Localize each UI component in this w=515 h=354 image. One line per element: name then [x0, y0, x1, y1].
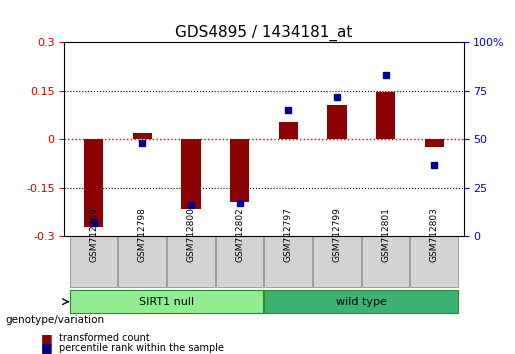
FancyBboxPatch shape: [410, 236, 458, 287]
Text: percentile rank within the sample: percentile rank within the sample: [59, 343, 224, 353]
Text: GSM712798: GSM712798: [138, 207, 147, 262]
Bar: [376, 92, 396, 139]
Text: GSM712797: GSM712797: [284, 207, 293, 262]
Bar: [84, 139, 104, 227]
Text: transformed count: transformed count: [59, 333, 150, 343]
FancyBboxPatch shape: [118, 236, 166, 287]
Text: SIRT1 null: SIRT1 null: [139, 297, 194, 307]
FancyBboxPatch shape: [70, 236, 117, 287]
Bar: [327, 105, 347, 139]
Text: GSM712803: GSM712803: [430, 207, 439, 262]
Title: GDS4895 / 1434181_at: GDS4895 / 1434181_at: [175, 25, 353, 41]
FancyBboxPatch shape: [167, 236, 215, 287]
FancyBboxPatch shape: [264, 236, 312, 287]
FancyBboxPatch shape: [362, 236, 409, 287]
FancyBboxPatch shape: [216, 236, 264, 287]
FancyBboxPatch shape: [264, 290, 458, 314]
Text: wild type: wild type: [336, 297, 387, 307]
Text: GSM712769: GSM712769: [89, 207, 98, 262]
Text: GSM712802: GSM712802: [235, 207, 244, 262]
FancyBboxPatch shape: [70, 290, 264, 314]
Text: GSM712801: GSM712801: [381, 207, 390, 262]
Text: GSM712800: GSM712800: [186, 207, 195, 262]
Text: GSM712799: GSM712799: [333, 207, 341, 262]
Bar: [132, 133, 152, 139]
Bar: [230, 139, 249, 202]
Bar: [424, 139, 444, 148]
Text: genotype/variation: genotype/variation: [5, 315, 104, 325]
Text: ■: ■: [41, 341, 53, 354]
FancyBboxPatch shape: [313, 236, 361, 287]
Bar: [181, 139, 201, 209]
Bar: [279, 122, 298, 139]
Text: ■: ■: [41, 332, 53, 344]
